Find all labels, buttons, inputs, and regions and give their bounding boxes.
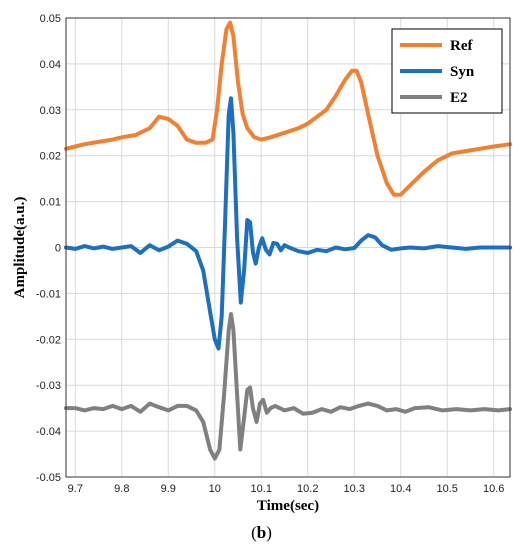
y-tick-label: 0.04	[40, 59, 61, 71]
legend-label-e2: E2	[450, 90, 468, 106]
y-tick-label: -0.04	[36, 426, 61, 438]
series-line-ref	[64, 20, 512, 197]
series-lines	[64, 20, 512, 461]
x-tick-label: 9.8	[114, 483, 129, 495]
y-tick-label: -0.02	[36, 334, 61, 346]
x-tick-label: 10	[209, 483, 221, 495]
x-tick-label: 10.5	[437, 483, 458, 495]
x-tick-label: 10.4	[390, 483, 411, 495]
y-tick-label: -0.05	[36, 472, 61, 484]
y-tick-label: 0.05	[40, 13, 61, 25]
y-tick-label: 0	[55, 243, 61, 255]
x-tick-label: 9.7	[68, 483, 83, 495]
plot-frame	[65, 17, 511, 478]
y-tick-label: -0.01	[36, 288, 61, 300]
x-axis-label: Time(sec)	[257, 498, 319, 514]
x-tick-label: 10.1	[251, 483, 272, 495]
legend-label-ref: Ref	[450, 38, 473, 54]
y-tick-label: -0.03	[36, 380, 61, 392]
series-line-e2	[64, 312, 512, 461]
caption-close: )	[266, 523, 272, 542]
chart: 9.7 9.8 9.9 10 10.1 10.2 10.3 10.4 10.5 10.6 0.05 0…	[12, 13, 512, 514]
series-line-syn	[64, 96, 512, 351]
y-tick-label: 0.03	[40, 105, 61, 117]
x-tick-label: 10.3	[344, 483, 365, 495]
y-tick-label: 0.01	[40, 197, 61, 209]
x-tick-label: 10.6	[483, 483, 504, 495]
caption-letter: b	[256, 523, 267, 542]
y-tick-label: 0.02	[40, 151, 61, 163]
x-tick-label: 9.9	[161, 483, 176, 495]
legend: Ref Syn E2	[391, 28, 503, 114]
tick-labels: 9.7 9.8 9.9 10 10.1 10.2 10.3 10.4 10.5 10.6 0.05 0…	[36, 13, 505, 495]
figure-caption: (b)	[0, 523, 523, 543]
legend-label-syn: Syn	[450, 64, 475, 80]
caption-open: (	[251, 523, 257, 542]
y-axis-label: Amplitude(a.u.)	[12, 197, 28, 299]
x-tick-label: 10.2	[297, 483, 318, 495]
